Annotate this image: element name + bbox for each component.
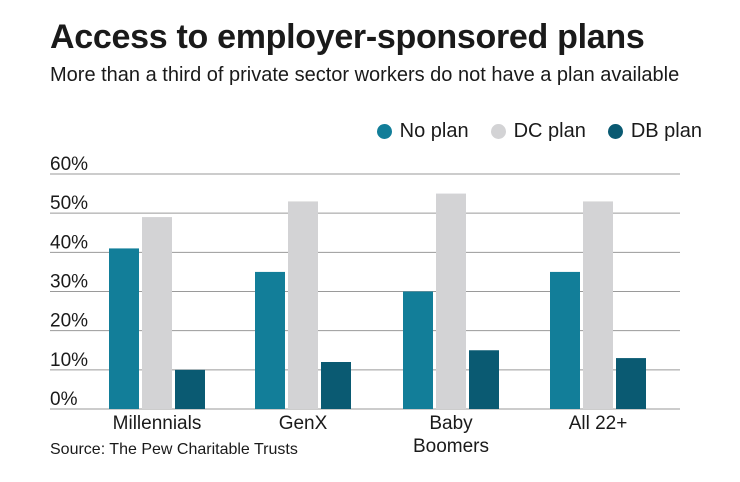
bar-no-plan [403,291,433,409]
bar-db-plan [469,350,499,409]
bar-no-plan [550,271,580,409]
y-tick-label: 40% [50,232,88,253]
y-tick-label: 50% [50,193,88,214]
legend-label-db-plan: DB plan [630,120,702,142]
x-category-label: Millennials [113,413,202,434]
x-category-label: Baby Boomers [413,413,489,457]
y-tick-label: 60% [50,154,88,175]
bar-db-plan [175,369,205,409]
bar-dc-plan [436,193,466,409]
bar-dc-plan [288,201,318,409]
y-tick-label: 30% [50,272,88,293]
x-category-label: GenX [279,413,328,434]
chart-title: Access to employer-sponsored plans [50,18,645,56]
legend-swatch-db-plan [607,124,623,139]
bar-db-plan [321,362,351,409]
y-tick-label: 10% [50,350,88,371]
bar-dc-plan [142,217,172,409]
bar-no-plan [255,271,285,409]
legend-item-db-plan: DB plan [607,120,702,143]
bar-dc-plan [583,201,613,409]
bar-db-plan [616,358,646,409]
y-tick-label: 0% [50,389,78,410]
source-note: Source: The Pew Charitable Trusts [50,441,298,458]
legend-item-no-plan: No plan [376,120,469,143]
chart-legend: No plan DC plan DB plan [376,120,702,143]
legend-label-dc-plan: DC plan [513,120,586,142]
chart-subtitle: More than a third of private sector work… [50,64,680,86]
legend-label-no-plan: No plan [399,120,469,142]
legend-item-dc-plan: DC plan [490,120,586,143]
x-category-label: All 22+ [569,413,628,434]
bar-no-plan [109,248,139,409]
y-tick-label: 20% [50,311,88,332]
legend-swatch-no-plan [376,124,392,139]
legend-swatch-dc-plan [490,124,506,139]
